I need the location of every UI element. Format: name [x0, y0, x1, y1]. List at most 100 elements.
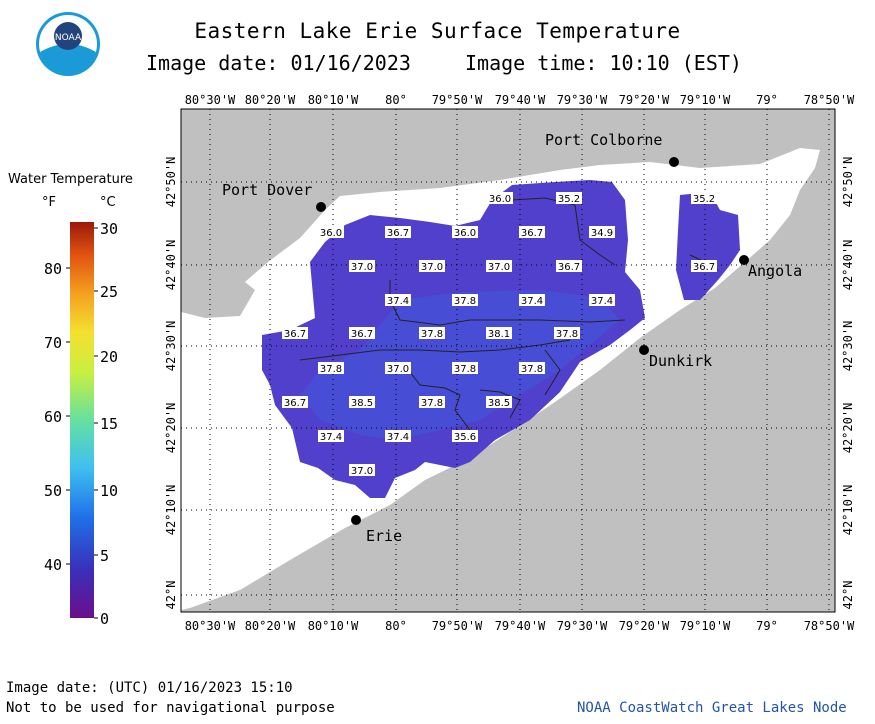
- temperature-value: 37.4: [589, 294, 615, 307]
- temperature-value: 37.8: [452, 294, 478, 307]
- temperature-value: 36.7: [282, 327, 308, 340]
- temperature-value-text: 36.7: [558, 262, 580, 273]
- water-temperature-field-east: [676, 192, 740, 300]
- temperature-value: 37.0: [419, 260, 445, 273]
- temperature-value-text: 37.8: [454, 296, 476, 307]
- legend-f-tick: 80: [44, 260, 62, 278]
- temperature-value-text: 35.2: [693, 194, 715, 205]
- temperature-value: 35.6: [452, 430, 478, 443]
- legend-c-tick: 5: [100, 547, 109, 565]
- map-frame: [180, 108, 836, 613]
- longitude-label-bottom: 78°50'W: [804, 619, 855, 633]
- latitude-label-left: 42°N: [164, 581, 178, 610]
- temperature-value-text: 36.7: [521, 228, 543, 239]
- legend-c-tick: 20: [100, 348, 118, 366]
- temperature-value: 36.7: [556, 260, 582, 273]
- temperature-value-text: 37.8: [421, 398, 443, 409]
- temperature-value: 37.8: [452, 362, 478, 375]
- longitude-labels-bottom: 80°30'W 80°20'W 80°10'W 80° 79°50'W 79°40'W 79…: [185, 619, 855, 633]
- temperature-value-text: 37.4: [387, 432, 409, 443]
- temperature-value-text: 37.0: [488, 262, 510, 273]
- temperature-labels: 36.0 35.2 35.2 36.0 36.7 36.0 36.7 34.9 37.0 37.0…: [282, 192, 717, 477]
- legend-c-tick: 25: [100, 283, 118, 301]
- footer-utc-date: Image date: (UTC) 01/16/2023 15:10: [6, 680, 293, 696]
- longitude-labels-top: 80°30'W 80°20'W 80°10'W 80° 79°50'W 79°40'W 79…: [185, 93, 855, 107]
- legend-f-tick: 40: [44, 556, 62, 574]
- legend-c-tick: 10: [100, 482, 118, 500]
- port-dover-label: Port Dover: [222, 181, 312, 199]
- temperature-value: 38.5: [486, 396, 512, 409]
- latitude-labels-left: 42°50'N 42°40'N 42°30'N 42°20'N 42°10'N 42°N: [164, 157, 178, 610]
- longitude-label-top: 79°40'W: [495, 93, 546, 107]
- temperature-value: 36.7: [691, 260, 717, 273]
- temperature-value-text: 37.8: [556, 329, 578, 340]
- longitude-label-top: 79°: [756, 93, 778, 107]
- noaa-logo: NOAA: [36, 12, 100, 76]
- temperature-value: 37.4: [385, 294, 411, 307]
- temperature-value-text: 37.0: [387, 364, 409, 375]
- temperature-value-text: 36.7: [387, 228, 409, 239]
- longitude-label-bottom: 79°30'W: [557, 619, 608, 633]
- temperature-value: 37.0: [349, 260, 375, 273]
- temperature-value: 37.0: [486, 260, 512, 273]
- temperature-value: 38.5: [349, 396, 375, 409]
- temperature-value: 37.4: [385, 430, 411, 443]
- temperature-value: 35.2: [691, 192, 717, 205]
- temperature-value: 36.7: [282, 396, 308, 409]
- latitude-label-right: 42°10'N: [841, 485, 855, 536]
- temperature-value-text: 36.7: [351, 329, 373, 340]
- angola-marker: [739, 255, 749, 265]
- temperature-value: 35.2: [556, 192, 582, 205]
- dunkirk-label: Dunkirk: [649, 352, 712, 370]
- temperature-value: 37.4: [519, 294, 545, 307]
- temperature-value-text: 38.1: [488, 329, 510, 340]
- temperature-value: 34.9: [589, 226, 615, 239]
- temperature-value-text: 36.0: [489, 194, 511, 205]
- latitude-label-right: 42°N: [841, 581, 855, 610]
- place-markers: Port Colborne Port Dover Angola Dunkirk …: [222, 131, 802, 545]
- map-title: Eastern Lake Erie Surface Temperature: [194, 19, 681, 43]
- footer-disclaimer: Not to be used for navigational purpose: [6, 700, 335, 716]
- temperature-value: 37.4: [318, 430, 344, 443]
- temperature-value-text: 36.7: [693, 262, 715, 273]
- longitude-label-bottom: 80°30'W: [185, 619, 236, 633]
- longitude-label-bottom: 80°: [385, 619, 407, 633]
- longitude-label-top: 78°50'W: [804, 93, 855, 107]
- latitude-label-left: 42°50'N: [164, 157, 178, 208]
- longitude-label-top: 79°30'W: [557, 93, 608, 107]
- longitude-label-top: 79°50'W: [432, 93, 483, 107]
- latitude-label-right: 42°30'N: [841, 321, 855, 372]
- erie-label: Erie: [366, 527, 402, 545]
- temperature-value-text: 37.0: [351, 262, 373, 273]
- longitude-label-top: 79°20'W: [619, 93, 670, 107]
- legend-colorbar: [70, 222, 94, 618]
- temperature-value-text: 38.5: [488, 398, 510, 409]
- latitude-label-left: 42°20'N: [164, 403, 178, 454]
- image-date: Image date: 01/16/2023: [146, 51, 411, 75]
- temperature-value: 36.7: [519, 226, 545, 239]
- temperature-value-text: 37.4: [387, 296, 409, 307]
- temperature-value-text: 37.4: [521, 296, 543, 307]
- latitude-label-left: 42°10'N: [164, 485, 178, 536]
- temperature-value-text: 36.0: [454, 228, 476, 239]
- latitude-label-left: 42°40'N: [164, 240, 178, 291]
- temperature-value: 37.8: [419, 327, 445, 340]
- longitude-label-bottom: 80°10'W: [308, 619, 359, 633]
- temperature-value-text: 37.8: [521, 364, 543, 375]
- longitude-label-top: 80°: [385, 93, 407, 107]
- temperature-value-text: 34.9: [591, 228, 613, 239]
- port-colborne-marker: [669, 157, 679, 167]
- temperature-value-text: 36.7: [284, 329, 306, 340]
- legend-unit-c: °C: [100, 195, 116, 210]
- latitude-label-right: 42°50'N: [841, 157, 855, 208]
- temperature-value-text: 38.5: [351, 398, 373, 409]
- legend-f-tick: 50: [44, 482, 62, 500]
- port-dover-marker: [316, 202, 326, 212]
- longitude-label-top: 80°30'W: [185, 93, 236, 107]
- legend-f-tick: 60: [44, 408, 62, 426]
- longitude-label-top: 80°10'W: [308, 93, 359, 107]
- image-time: Image time: 10:10 (EST): [465, 51, 742, 75]
- dunkirk-marker: [639, 345, 649, 355]
- latitude-label-right: 42°20'N: [841, 403, 855, 454]
